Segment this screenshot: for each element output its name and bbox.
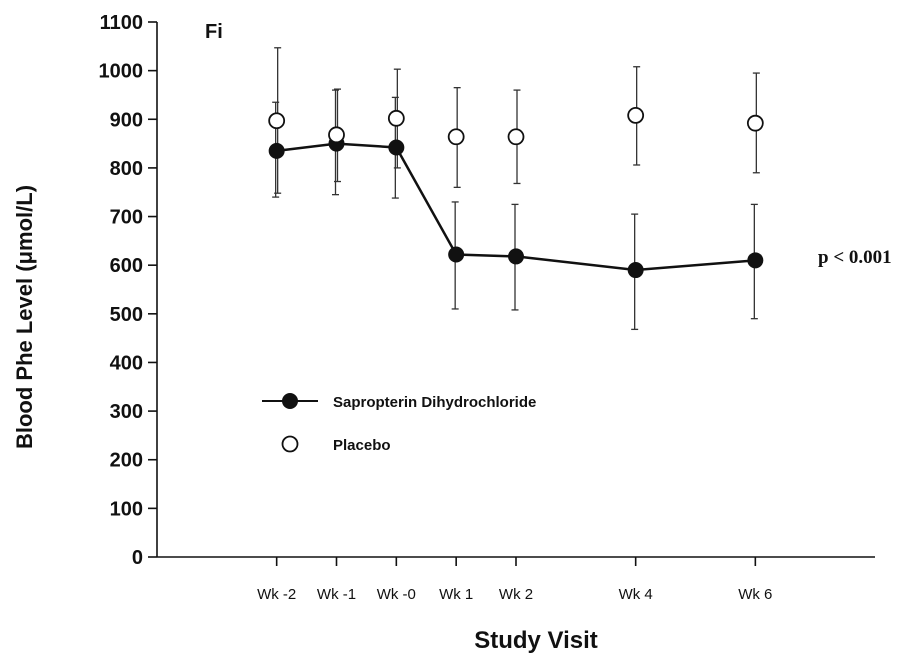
legend: Sapropterin Dihydrochloride Placebo [262, 393, 536, 454]
placebo-point [746, 114, 764, 132]
y-tick-label: 400 [110, 352, 143, 374]
y-tick-label: 600 [110, 255, 143, 277]
legend-marker-placebo [281, 435, 299, 453]
y-tick-label: 100 [110, 498, 143, 520]
x-tick-label: Wk -1 [317, 586, 356, 603]
placebo-point [328, 126, 345, 144]
y-tick-label: 300 [110, 401, 143, 423]
sapropterin-point [627, 262, 644, 279]
y-tick-label: 0 [132, 547, 143, 569]
y-tick-label: 800 [110, 158, 143, 180]
y-tick-label: 200 [110, 450, 143, 472]
x-tick-label: Wk -2 [257, 586, 296, 603]
placebo-point [447, 128, 465, 146]
placebo-point [507, 128, 525, 146]
sapropterin-point [508, 248, 524, 265]
x-tick-label: Wk -0 [377, 586, 416, 603]
panel-label: Fi [205, 21, 223, 43]
x-axis-title: Study Visit [474, 627, 598, 654]
error-bars [272, 47, 760, 331]
placebo-point [268, 112, 286, 130]
y-tick-label: 500 [110, 304, 143, 326]
y-tick-label: 900 [110, 109, 143, 131]
data-points [268, 106, 764, 279]
legend-label-sapropterin: Sapropterin Dihydrochloride [333, 394, 536, 411]
x-tick-label: Wk 2 [499, 586, 533, 603]
x-tick-label: Wk 6 [738, 586, 772, 603]
y-tick-label: 1000 [99, 61, 144, 83]
y-axis-title: Blood Phe Level (μmol/L) [12, 185, 37, 449]
sapropterin-point [268, 142, 285, 159]
legend-label-placebo: Placebo [333, 437, 391, 454]
placebo-point [627, 106, 645, 124]
sapropterin-point [388, 139, 405, 156]
axes [148, 21, 875, 566]
x-tick-label: Wk 4 [619, 586, 653, 603]
legend-marker-sapropterin [282, 393, 298, 409]
y-tick-label: 1100 [100, 12, 143, 34]
sapropterin-point [747, 252, 764, 269]
p-value-annotation: p < 0.001 [818, 247, 892, 268]
x-tick-label: Wk 1 [439, 586, 473, 603]
placebo-point [387, 109, 405, 127]
y-tick-label: 700 [110, 207, 143, 229]
sapropterin-point [448, 246, 465, 263]
tick-labels: 0 100 200 300 400 500 600 700 800 900 1000 1100 Wk -… [99, 12, 773, 603]
